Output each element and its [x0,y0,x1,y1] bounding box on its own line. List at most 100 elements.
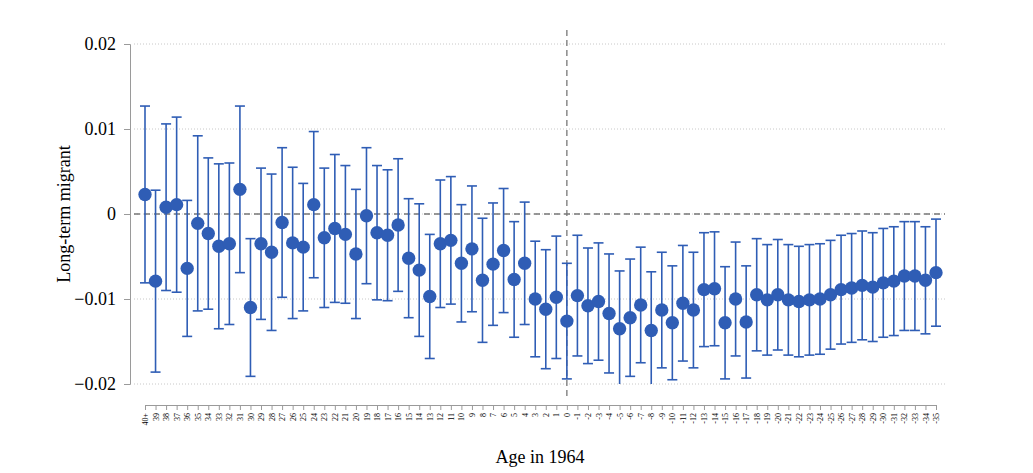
y-tick: 0.02 [85,34,131,54]
error-bar-cap [667,379,677,381]
x-tick-label: -7 [637,413,646,420]
point [254,237,267,250]
x-tick-mark [324,405,325,410]
error-bar-cap [361,147,371,149]
x-tick: -9 [658,405,667,420]
x-tick-label: 8 [479,413,488,417]
x-tick-label: -35 [932,413,941,424]
error-bar-cap [172,291,182,293]
error-bar-cap [847,342,857,344]
x-tick: 35 [194,405,203,421]
x-tick-mark [588,405,589,410]
error-bar-cap [572,234,582,236]
error-bar-cap [667,265,677,267]
x-tick: -16 [732,405,741,424]
error-bar-cap [646,271,656,273]
x-tick-mark [704,405,705,410]
error-bar-cap [636,362,646,364]
x-tick-mark [904,405,905,410]
x-tick-label: 32 [225,413,234,421]
x-tick-label: -23 [806,413,815,424]
x-tick-mark [303,405,304,410]
x-tick: -33 [911,405,920,424]
x-tick-mark [177,405,178,410]
error-bar-cap [182,200,192,202]
error-bar-cap [277,296,287,298]
x-tick-label: 27 [278,413,287,421]
error-bar-cap [794,246,804,248]
x-tick-mark [873,405,874,410]
error-bar-cap [931,218,941,220]
error-bar-cap [351,189,361,191]
error-bar-cap [488,202,498,204]
error-bar-cap [499,312,509,314]
point [507,273,520,286]
x-tick: 20 [352,405,361,421]
x-tick-label: 28 [268,413,277,421]
error-bar-cap [868,341,878,343]
x-tick: -7 [637,405,646,420]
x-tick-mark [335,405,336,410]
x-tick-label: -25 [827,413,836,424]
x-tick: 10 [457,405,466,421]
error-bar-cap [826,240,836,242]
point [149,274,162,287]
x-tick-label: -15 [721,413,730,424]
x-tick: 24 [310,405,319,421]
x-tick-label: -32 [900,413,909,424]
point [170,198,183,211]
x-tick-mark [525,405,526,410]
x-tick: -19 [763,405,772,424]
x-tick-label: 7 [489,413,498,417]
x-tick-label: 33 [215,413,224,421]
error-bar-cap [435,307,445,309]
x-tick-label: -20 [774,413,783,424]
x-tick-label: 4 [521,413,530,417]
point [645,324,658,337]
x-tick-label: 12 [436,413,445,421]
x-tick-label: 37 [173,413,182,421]
error-bar-cap [868,232,878,234]
error-bar-cap [509,336,519,338]
x-tick: 22 [331,405,340,421]
x-tick: 38 [162,405,171,421]
x-tick: -4 [605,405,614,420]
x-tick: 7 [489,405,498,417]
x-tick-mark [229,405,230,410]
point [391,218,404,231]
point [244,301,257,314]
error-bar-cap [572,355,582,357]
x-tick: -18 [753,405,762,424]
x-tick: -17 [742,405,751,424]
error-bar-cap [214,163,224,165]
chart: −0.02−0.0100.010.0240+393837363534333231… [0,0,1033,473]
x-tick-mark [693,405,694,410]
x-tick-label: 11 [447,413,456,421]
x-tick-label: 36 [183,413,192,421]
x-tick-label: -10 [668,413,677,424]
x-axis: 40+3938373635343332313029282726252423222… [141,405,941,426]
x-tick-label: 38 [162,413,171,421]
x-tick-mark [662,405,663,410]
point [571,289,584,302]
y-tick-label: 0 [107,204,116,224]
error-bar-cap [815,243,825,245]
error-bar-cap [657,367,667,369]
point [739,315,752,328]
error-bar-cap [351,318,361,320]
error-bar-cap [741,377,751,379]
error-bar-cap [372,165,382,167]
error-bar-cap [910,221,920,223]
x-tick-label: 29 [257,413,266,421]
y-axis-title: Long-term migrant [54,145,74,282]
x-tick-mark [430,405,431,410]
error-bar-cap [456,321,466,323]
error-bar-cap [678,360,688,362]
x-tick-label: -22 [795,413,804,424]
x-tick: -31 [890,405,899,424]
x-tick-label: 23 [320,413,329,421]
y-tick-label: 0.02 [85,34,117,54]
error-bar-cap [456,204,466,206]
y-tick-label: 0.01 [85,119,117,139]
point [138,188,151,201]
